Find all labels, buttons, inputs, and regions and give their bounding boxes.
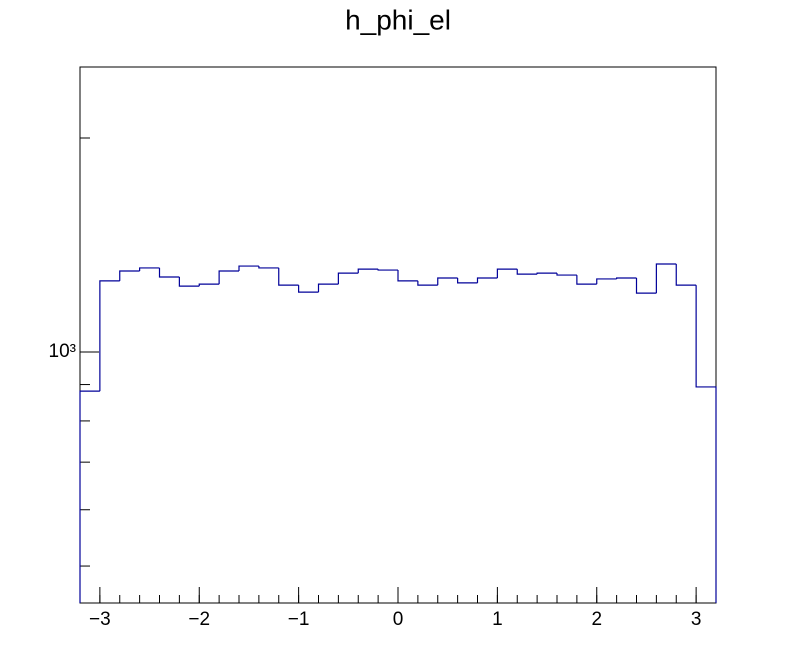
histogram-bin <box>198 283 220 287</box>
histogram-bin <box>536 272 557 275</box>
histogram-bin <box>178 277 200 287</box>
histogram-bin <box>675 263 697 286</box>
histogram-bin <box>417 280 438 286</box>
histogram-bin <box>278 267 299 286</box>
x-tick-label: −2 <box>188 609 210 630</box>
x-tick-label: 2 <box>591 609 602 630</box>
x-tick-label: −1 <box>288 609 310 630</box>
histogram-bin <box>238 265 259 272</box>
x-tick-label: 3 <box>691 609 702 630</box>
histogram-bin <box>317 283 339 293</box>
histogram-bin <box>337 272 359 285</box>
histogram-bin <box>635 277 657 294</box>
histogram-bin <box>655 263 677 294</box>
histogram-bin <box>377 269 398 271</box>
histogram-bin <box>397 270 418 282</box>
x-tick-label: 0 <box>393 609 404 630</box>
histogram-bin <box>258 266 279 269</box>
chart-title: h_phi_el <box>345 4 451 35</box>
histogram-bin <box>158 267 180 278</box>
histogram-bin <box>476 277 498 283</box>
histogram-bin <box>99 280 120 392</box>
histogram-bin <box>616 277 637 279</box>
histogram-bin <box>596 278 617 285</box>
histogram-bin <box>357 268 379 274</box>
histogram-bin <box>576 275 597 285</box>
histogram-bin <box>119 270 140 281</box>
y-tick-label: 10³ <box>49 341 76 362</box>
x-tick-label: −3 <box>89 609 111 630</box>
histogram-bin <box>695 285 717 603</box>
histogram-bin <box>298 285 319 293</box>
histogram-bin <box>457 277 478 284</box>
histogram-bin <box>218 270 239 285</box>
histogram-bin <box>556 273 577 276</box>
histogram-bin <box>79 390 100 603</box>
histogram-bin <box>516 269 538 275</box>
histogram-bin <box>496 268 518 278</box>
histogram-bin <box>139 267 160 272</box>
x-tick-label: 1 <box>492 609 503 630</box>
histogram-bin <box>437 277 458 286</box>
